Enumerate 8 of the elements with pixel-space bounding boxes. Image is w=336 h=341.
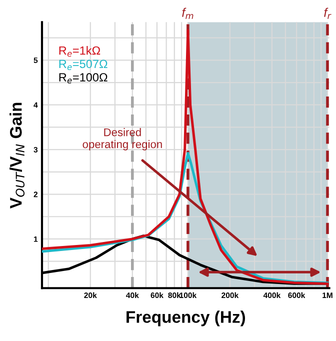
y-axis-title: V$_{OUT}$/V$_{IN}$ Gain — [10, 102, 25, 208]
text: R$_{e}$=507Ω — [59, 60, 108, 70]
text: R$_{e}$=100Ω — [59, 73, 108, 84]
ref-line-label: f$_{m}$ — [182, 8, 194, 19]
x-axis-title: Frequency (Hz) — [126, 310, 246, 326]
ref-line-label: f$_{r}$ — [324, 8, 332, 19]
annotation: Desired operating region — [82, 128, 162, 150]
text: R$_{e}$=1kΩ — [59, 46, 100, 57]
